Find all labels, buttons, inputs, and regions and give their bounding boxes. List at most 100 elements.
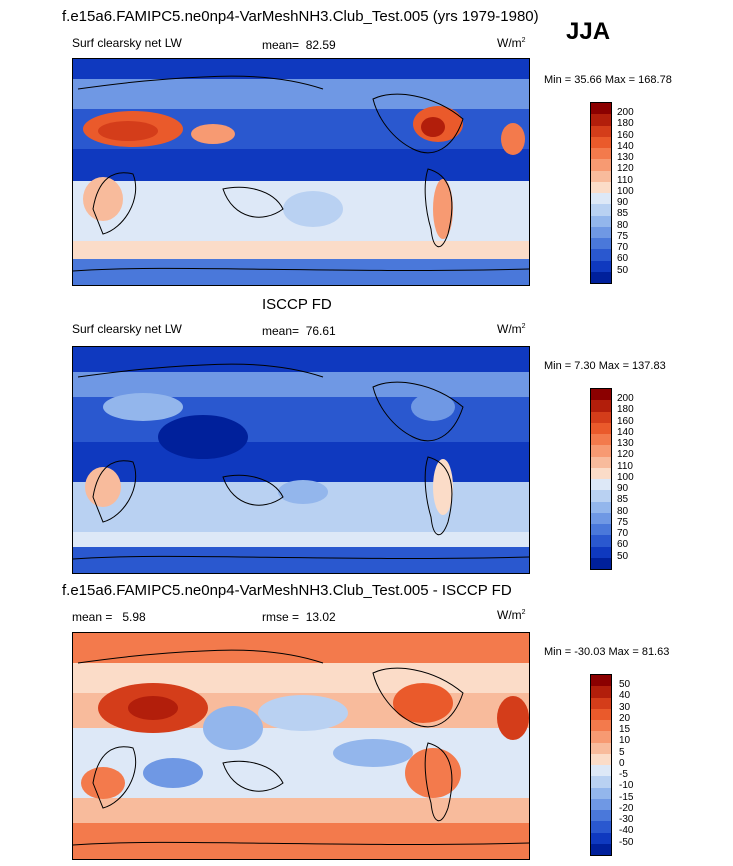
p1-swatch-3 (591, 136, 611, 148)
panel1-mean-label: mean= (262, 38, 300, 52)
p2-swatch-6 (591, 456, 611, 468)
p2-cb-label: 130 (617, 438, 634, 449)
main-title: f.e15a6.FAMIPC5.ne0np4-VarMeshNH3.Club_T… (62, 8, 539, 25)
panel1-units-text: W/m (497, 36, 522, 50)
p1-swatch-9 (591, 204, 611, 216)
p2-cb-label: 100 (617, 472, 634, 483)
p3-cb-label: -50 (619, 837, 634, 848)
p1-swatch-4 (591, 148, 611, 160)
p1-swatch-5 (591, 159, 611, 171)
p2-swatch-2 (591, 411, 611, 423)
panel3-units: W/m2 (497, 608, 526, 622)
p1-cb-label: 100 (617, 186, 634, 197)
p3-swatch-4 (591, 720, 611, 732)
panel1-mean-value: 82.59 (305, 38, 336, 52)
p3-cb-label: 15 (619, 724, 631, 735)
p2-cb-label: 140 (617, 427, 634, 438)
p1-cb-label: 140 (617, 141, 634, 152)
p3-swatch-5 (591, 731, 611, 743)
p1-swatch-15 (591, 271, 611, 283)
panel2-title: ISCCP FD (262, 296, 332, 313)
panel3-minmax: Min = -30.03 Max = 81.63 (544, 646, 670, 658)
p3-cb-label: -10 (619, 780, 634, 791)
p2-swatch-1 (591, 400, 611, 412)
p3-swatch-13 (591, 821, 611, 833)
p1-swatch-12 (591, 238, 611, 250)
panel1-map (72, 58, 530, 286)
panel3-rmse-value: 13.02 (305, 610, 336, 624)
p1-cb-label: 70 (617, 242, 629, 253)
p2-cb-label: 110 (617, 461, 633, 472)
p1-swatch-14 (591, 260, 611, 272)
p2-swatch-10 (591, 501, 611, 513)
p2-swatch-15 (591, 557, 611, 569)
panel3-units-sup: 2 (521, 609, 526, 616)
p3-swatch-2 (591, 697, 611, 709)
p3-swatch-1 (591, 686, 611, 698)
panel2-variable: Surf clearsky net LW (72, 322, 182, 336)
p2-swatch-4 (591, 434, 611, 446)
p3-cb-label: 30 (619, 702, 631, 713)
p3-swatch-6 (591, 742, 611, 754)
p3-swatch-7 (591, 753, 611, 765)
p1-cb-label: 130 (617, 152, 634, 163)
panel1-colorbar (590, 102, 612, 284)
p1-cb-label: 50 (617, 265, 629, 276)
panel2-colorbar (590, 388, 612, 570)
p3-cb-label: -5 (619, 769, 628, 780)
panel3-colorbar (590, 674, 612, 856)
p3-swatch-0 (591, 675, 611, 687)
panel2-units-sup: 2 (521, 323, 526, 330)
p3-swatch-15 (591, 843, 611, 855)
p2-swatch-3 (591, 422, 611, 434)
p3-cb-label: 10 (619, 735, 631, 746)
panel3-units-text: W/m (497, 608, 522, 622)
p2-cb-label: 60 (617, 539, 629, 550)
p3-swatch-12 (591, 810, 611, 822)
p3-cb-label: -15 (619, 792, 634, 803)
panel2-mean-value: 76.61 (305, 324, 336, 338)
p2-cb-label: 70 (617, 528, 629, 539)
p3-cb-label: 40 (619, 690, 631, 701)
season-label: JJA (566, 18, 611, 45)
panel3-title: f.e15a6.FAMIPC5.ne0np4-VarMeshNH3.Club_T… (62, 582, 512, 599)
p2-cb-label: 85 (617, 494, 629, 505)
p2-cb-label: 75 (617, 517, 629, 528)
p1-swatch-10 (591, 215, 611, 227)
panel3-mean: mean = 5.98 (72, 610, 146, 624)
panel3-map (72, 632, 530, 860)
p2-swatch-11 (591, 512, 611, 524)
p3-swatch-14 (591, 832, 611, 844)
p3-swatch-9 (591, 776, 611, 788)
p1-cb-label: 90 (617, 197, 629, 208)
p2-swatch-5 (591, 445, 611, 457)
p1-cb-label: 110 (617, 175, 633, 186)
panel3-mean-label: mean = (72, 610, 113, 624)
p1-cb-label: 60 (617, 253, 629, 264)
p3-cb-label: 0 (619, 758, 625, 769)
panel1-variable: Surf clearsky net LW (72, 36, 182, 50)
p2-swatch-0 (591, 389, 611, 401)
p1-cb-label: 180 (617, 118, 634, 129)
p2-cb-label: 120 (617, 449, 634, 460)
p1-swatch-7 (591, 181, 611, 193)
p3-cb-label: -40 (619, 825, 634, 836)
p2-swatch-9 (591, 490, 611, 502)
p2-cb-label: 200 (617, 393, 634, 404)
panel1-minmax: Min = 35.66 Max = 168.78 (544, 74, 672, 86)
p3-swatch-10 (591, 787, 611, 799)
panel3-mean-value: 5.98 (122, 610, 146, 624)
p1-cb-label: 200 (617, 107, 634, 118)
p2-cb-label: 160 (617, 416, 634, 427)
p1-cb-label: 75 (617, 231, 629, 242)
p3-cb-label: 5 (619, 747, 625, 758)
p3-cb-label: 20 (619, 713, 631, 724)
p3-cb-label: -30 (619, 814, 634, 825)
p2-swatch-12 (591, 524, 611, 536)
panel2-units: W/m2 (497, 322, 526, 336)
p1-cb-label: 120 (617, 163, 634, 174)
panel1-mean: mean= 82.59 (262, 38, 336, 52)
p1-swatch-13 (591, 249, 611, 261)
p3-cb-label: -20 (619, 803, 634, 814)
panel1-units-sup: 2 (521, 37, 526, 44)
